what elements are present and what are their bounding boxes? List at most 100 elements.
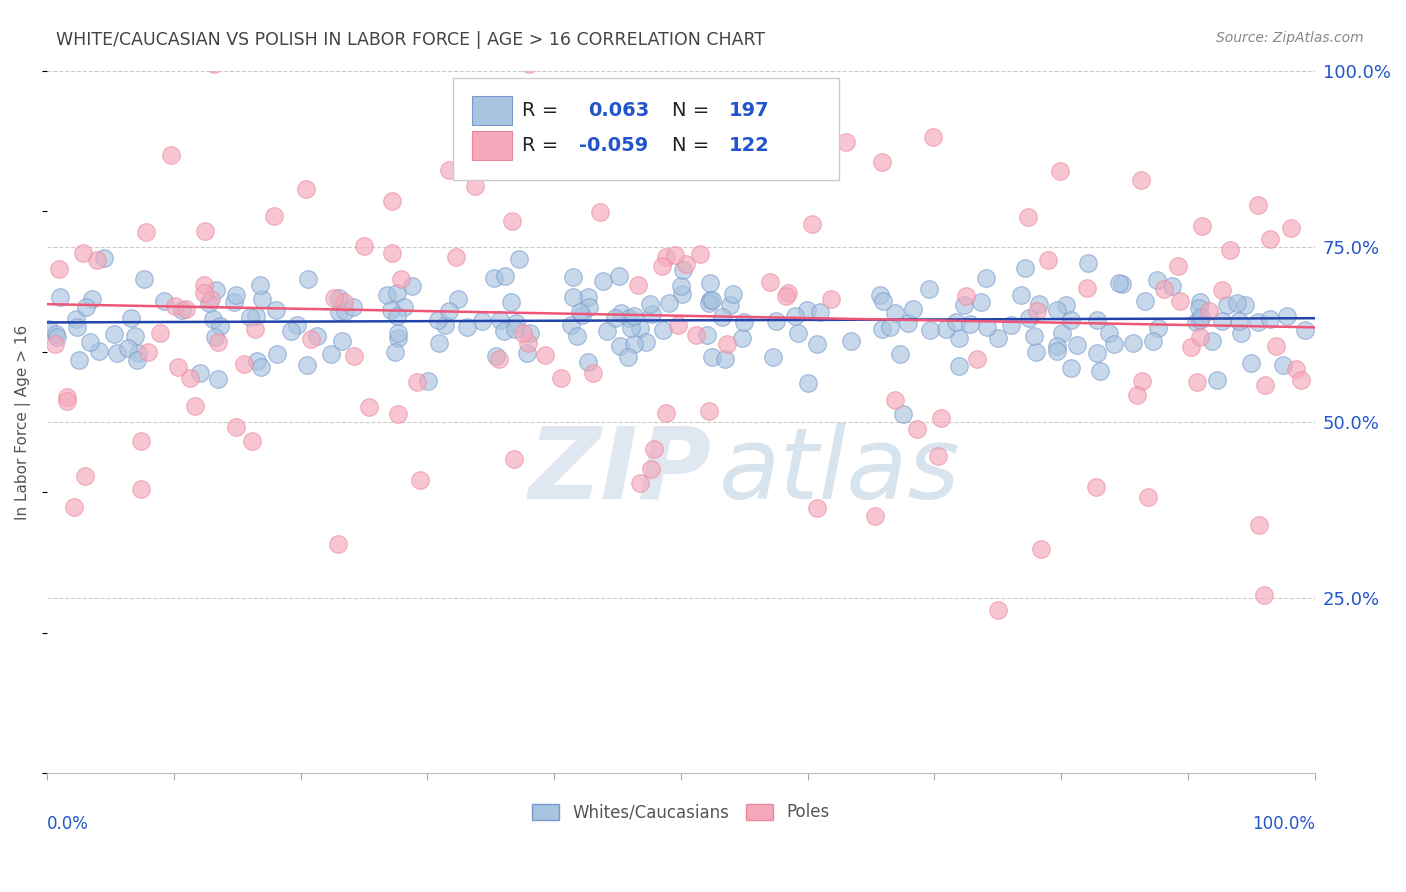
- Text: R =: R =: [523, 101, 565, 120]
- Point: [1098, 326, 1121, 340]
- Point: [375, 288, 398, 302]
- Point: [1142, 334, 1164, 348]
- Point: [1137, 490, 1160, 504]
- Point: [669, 279, 692, 293]
- Point: [1088, 364, 1111, 378]
- Point: [193, 285, 215, 300]
- Point: [56, 390, 79, 404]
- Point: [167, 359, 190, 374]
- Point: [55, 394, 77, 409]
- Point: [328, 291, 350, 305]
- Point: [1031, 541, 1053, 556]
- Point: [307, 329, 329, 343]
- Point: [872, 294, 894, 309]
- Point: [49, 290, 72, 304]
- Point: [103, 326, 125, 341]
- Point: [323, 291, 346, 305]
- Point: [891, 407, 914, 421]
- Point: [332, 295, 354, 310]
- Point: [1216, 298, 1239, 312]
- Point: [416, 374, 439, 388]
- Point: [72, 246, 94, 260]
- Point: [560, 318, 582, 332]
- Point: [446, 250, 468, 264]
- Point: [447, 292, 470, 306]
- Point: [550, 371, 572, 385]
- Point: [287, 318, 309, 332]
- Point: [384, 345, 406, 359]
- Point: [172, 302, 194, 317]
- Point: [1126, 387, 1149, 401]
- Point: [641, 307, 664, 321]
- Point: [1279, 221, 1302, 235]
- Point: [617, 311, 640, 326]
- Point: [1185, 315, 1208, 329]
- Point: [897, 316, 920, 330]
- Point: [1240, 356, 1263, 370]
- Point: [1258, 312, 1281, 326]
- Point: [250, 292, 273, 306]
- Point: [948, 359, 970, 373]
- Point: [1160, 279, 1182, 293]
- Point: [46, 329, 69, 343]
- Point: [299, 332, 322, 346]
- Point: [582, 366, 605, 380]
- Point: [1258, 231, 1281, 245]
- Point: [517, 57, 540, 71]
- Point: [884, 306, 907, 320]
- Point: [675, 257, 697, 271]
- Point: [870, 321, 893, 335]
- Point: [1230, 326, 1253, 340]
- Point: [1191, 219, 1213, 233]
- Point: [1211, 314, 1233, 328]
- Point: [1085, 480, 1108, 494]
- Point: [80, 293, 103, 307]
- Point: [44, 337, 66, 351]
- Point: [820, 293, 842, 307]
- Point: [1180, 340, 1202, 354]
- Point: [105, 345, 128, 359]
- Point: [434, 318, 457, 333]
- Point: [1085, 312, 1108, 326]
- Point: [204, 329, 226, 343]
- Point: [643, 442, 665, 457]
- Point: [628, 476, 651, 491]
- Point: [179, 371, 201, 385]
- Point: [202, 57, 225, 71]
- Point: [623, 337, 645, 351]
- Point: [389, 272, 412, 286]
- Point: [437, 304, 460, 318]
- Point: [280, 324, 302, 338]
- Point: [184, 400, 207, 414]
- Point: [333, 304, 356, 318]
- Text: R =: R =: [523, 136, 565, 155]
- Point: [1275, 310, 1298, 324]
- Point: [685, 328, 707, 343]
- Point: [610, 306, 633, 320]
- Point: [295, 358, 318, 372]
- Point: [578, 300, 600, 314]
- Point: [263, 209, 285, 223]
- Point: [655, 250, 678, 264]
- Point: [387, 326, 409, 340]
- FancyBboxPatch shape: [453, 78, 839, 180]
- Point: [1108, 276, 1130, 290]
- Point: [1060, 360, 1083, 375]
- Point: [1111, 277, 1133, 292]
- Legend: Whites/Caucasians, Poles: Whites/Caucasians, Poles: [526, 797, 837, 828]
- Point: [787, 326, 810, 340]
- Point: [330, 334, 353, 348]
- Point: [1167, 259, 1189, 273]
- Point: [921, 129, 943, 144]
- Point: [127, 346, 149, 360]
- Text: atlas: atlas: [718, 423, 960, 520]
- Point: [1045, 302, 1067, 317]
- Point: [731, 331, 754, 345]
- Point: [1153, 281, 1175, 295]
- Point: [592, 274, 614, 288]
- Text: WHITE/CAUCASIAN VS POLISH IN LABOR FORCE | AGE > 16 CORRELATION CHART: WHITE/CAUCASIAN VS POLISH IN LABOR FORCE…: [56, 31, 765, 49]
- Point: [714, 352, 737, 367]
- Point: [387, 309, 409, 323]
- Point: [129, 434, 152, 449]
- Point: [697, 295, 720, 310]
